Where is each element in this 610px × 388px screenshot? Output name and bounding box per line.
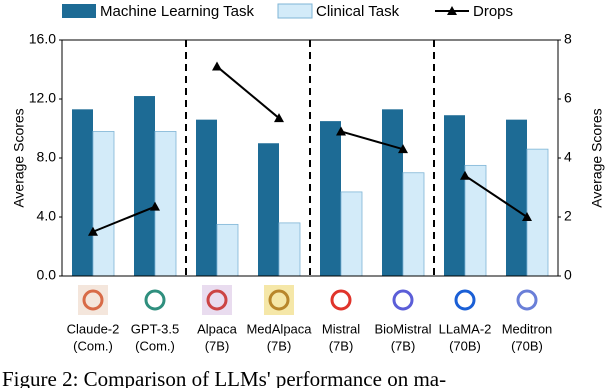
logo-mark — [268, 289, 290, 311]
legend-swatch — [62, 4, 96, 18]
logo-mark — [82, 289, 104, 311]
logo-mark — [206, 289, 228, 311]
x-tick-label: (Com.) — [73, 338, 113, 353]
logo-mark — [144, 289, 166, 311]
logo-mark — [454, 289, 476, 311]
drop-marker — [460, 170, 470, 180]
y-tick-label: 0.0 — [37, 267, 57, 283]
bar — [340, 191, 363, 277]
bar — [278, 222, 301, 277]
bar — [444, 115, 465, 276]
drop-marker — [336, 126, 346, 136]
drop-marker — [522, 212, 532, 221]
drop-line — [92, 205, 156, 233]
y-tick-label: 4.0 — [37, 208, 57, 224]
x-tick-label: BioMistral — [374, 321, 431, 336]
bar — [216, 223, 239, 277]
bar — [72, 109, 93, 276]
x-tick-label: (7B) — [267, 338, 292, 353]
bar — [320, 121, 341, 276]
drop-marker — [274, 113, 284, 123]
drop-line — [216, 65, 280, 119]
bar — [506, 119, 527, 277]
x-tick-label: (7B) — [391, 338, 416, 353]
x-tick-label: Meditron — [502, 321, 553, 336]
legend-marker — [447, 6, 457, 15]
y2-tick-label: 2 — [564, 208, 572, 224]
bar — [526, 148, 549, 277]
plot-frame — [61, 39, 559, 277]
legend-label: Clinical Task — [316, 3, 400, 20]
x-tick-label: (7B) — [329, 338, 354, 353]
logo-mark — [330, 289, 352, 311]
x-tick-label: Claude-2 — [67, 321, 120, 336]
x-tick-label: MedAlpaca — [246, 321, 312, 336]
drop-marker — [212, 61, 222, 71]
drop-line — [340, 130, 404, 151]
x-tick-label: (70B) — [449, 338, 481, 353]
y2-tick-label: 0 — [564, 267, 572, 283]
bar — [134, 96, 155, 276]
y2-tick-label: 4 — [564, 149, 572, 165]
bar — [402, 172, 425, 277]
bar — [154, 131, 177, 277]
x-tick-label: GPT-3.5 — [131, 321, 179, 336]
x-tick-label: LLaMA-2 — [439, 321, 492, 336]
y-tick-label: 12.0 — [29, 90, 56, 106]
x-tick-label: Mistral — [322, 321, 360, 336]
drop-marker — [88, 226, 98, 236]
bar — [92, 131, 115, 277]
logo-mark — [516, 289, 538, 311]
x-tick-label: (7B) — [205, 338, 230, 353]
y-tick-label: 16.0 — [29, 31, 56, 47]
y-tick-label: 8.0 — [37, 149, 57, 165]
y-axis-title: Average Scores — [11, 108, 27, 207]
logo-mark — [392, 289, 414, 311]
bar — [258, 143, 279, 276]
y2-axis-title: Average Scores — [589, 108, 605, 207]
drop-marker — [150, 201, 160, 211]
drop-marker — [398, 144, 408, 154]
legend-swatch — [277, 3, 313, 19]
bar — [382, 109, 403, 276]
x-tick-label: (Com.) — [135, 338, 175, 353]
y2-tick-label: 6 — [564, 90, 572, 106]
bar — [196, 119, 217, 277]
legend-label: Drops — [473, 3, 513, 20]
x-tick-label: (70B) — [511, 338, 543, 353]
y2-tick-label: 8 — [564, 31, 572, 47]
x-tick-label: Alpaca — [197, 321, 238, 336]
drop-line — [464, 174, 528, 218]
caption: Figure 2: Comparison of LLMs' performanc… — [2, 367, 446, 388]
legend-label: Machine Learning Task — [100, 3, 254, 20]
